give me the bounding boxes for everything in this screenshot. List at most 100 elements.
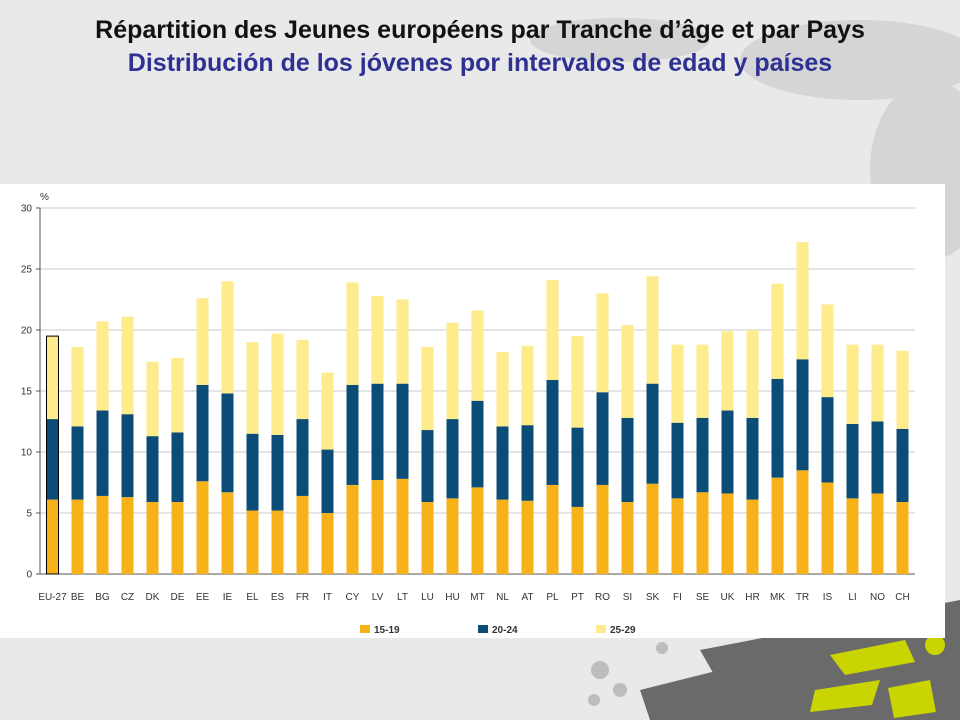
bar-segment-15-19-IE: [221, 492, 234, 574]
bar-segment-25-29-ES: [271, 333, 284, 435]
bar-segment-15-19-LV: [371, 480, 384, 574]
x-tick-label: MK: [770, 592, 785, 603]
bar-segment-20-24-FI: [671, 422, 684, 499]
bar-segment-20-24-MT: [471, 400, 484, 488]
bar-segment-15-19-EU-27: [46, 499, 59, 574]
x-tick-label: IS: [823, 592, 833, 603]
bar-segment-15-19-DK: [146, 502, 159, 574]
bar-segment-20-24-LI: [846, 423, 859, 499]
bar-segment-15-19-RO: [596, 484, 609, 574]
x-tick-label: IE: [223, 592, 233, 603]
bar-segment-15-19-MT: [471, 487, 484, 574]
bar-segment-20-24-NO: [871, 421, 884, 494]
x-tick-label: CY: [346, 592, 360, 603]
y-axis-unit-label: %: [40, 192, 49, 203]
x-tick-label: TR: [796, 592, 809, 603]
x-tick-label: EL: [246, 592, 259, 603]
bar-segment-20-24-MK: [771, 378, 784, 478]
legend-label-20-24: 20-24: [492, 625, 518, 636]
x-tick-label: LU: [421, 592, 434, 603]
bar-segment-25-29-BG: [96, 321, 109, 411]
bar-segment-15-19-NO: [871, 493, 884, 574]
bar-segment-20-24-IT: [321, 449, 334, 513]
y-tick-label: 25: [21, 265, 33, 276]
bar-segment-25-29-IT: [321, 372, 334, 450]
bar-segment-25-29-SI: [621, 325, 634, 418]
legend-label-15-19: 15-19: [374, 625, 400, 636]
bar-segment-25-29-LV: [371, 295, 384, 384]
bar-segment-25-29-LI: [846, 344, 859, 424]
bar-segment-25-29-DK: [146, 361, 159, 437]
bar-segment-15-19-PL: [546, 484, 559, 574]
bar-segment-20-24-ES: [271, 434, 284, 511]
bar-segment-15-19-HU: [446, 498, 459, 574]
x-tick-label: CH: [895, 592, 909, 603]
bar-segment-20-24-FR: [296, 419, 309, 496]
bar-segment-20-24-SE: [696, 417, 709, 493]
bar-segment-25-29-SE: [696, 344, 709, 418]
bar-segment-25-29-SK: [646, 276, 659, 384]
bar-segment-25-29-EE: [196, 298, 209, 385]
x-tick-label: BG: [95, 592, 110, 603]
legend-swatch-20-24: [478, 625, 488, 633]
bar-segment-20-24-TR: [796, 359, 809, 471]
bar-segment-15-19-LI: [846, 498, 859, 574]
bar-segment-15-19-CZ: [121, 497, 134, 574]
bar-segment-25-29-TR: [796, 242, 809, 360]
bar-segment-20-24-SK: [646, 383, 659, 484]
bar-segment-20-24-BE: [71, 426, 84, 500]
bar-segment-25-29-DE: [171, 358, 184, 433]
bar-segment-20-24-IS: [821, 397, 834, 483]
x-tick-label: FI: [673, 592, 682, 603]
title-block: Répartition des Jeunes européens par Tra…: [40, 14, 920, 80]
highlight-outline-EU-27: [46, 335, 59, 575]
bar-segment-20-24-CY: [346, 384, 359, 485]
x-tick-label: SE: [696, 592, 710, 603]
legend-label-25-29: 25-29: [610, 625, 636, 636]
stacked-bar-chart: 0 5 10 15 20 25 30% EU-27 BE BG CZ DK DE EE IE EL ES FR I…: [0, 184, 945, 638]
bar-segment-15-19-IT: [321, 513, 334, 574]
bar-segment-15-19-IS: [821, 482, 834, 574]
bar-segment-20-24-DK: [146, 436, 159, 503]
x-tick-label: LT: [397, 592, 408, 603]
bar-segment-15-19-EE: [196, 481, 209, 574]
bar-segment-20-24-EE: [196, 384, 209, 482]
x-tick-label: LI: [848, 592, 856, 603]
snowflake-pattern: [588, 642, 668, 706]
bar-segment-15-19-HR: [746, 499, 759, 574]
y-tick-label: 15: [21, 387, 33, 398]
bar-segment-20-24-HR: [746, 417, 759, 500]
bar-segment-20-24-PL: [546, 380, 559, 485]
y-tick-label: 20: [21, 326, 33, 337]
x-tick-label: UK: [721, 592, 735, 603]
bar-segment-20-24-HU: [446, 419, 459, 499]
legend-swatch-25-29: [596, 625, 606, 633]
bar-segment-15-19-UK: [721, 493, 734, 574]
bar-segment-15-19-LT: [396, 478, 409, 574]
bar-segment-15-19-SI: [621, 502, 634, 574]
title-french: Répartition des Jeunes européens par Tra…: [95, 16, 865, 44]
bar-segment-15-19-CH: [896, 502, 909, 574]
bar-segment-15-19-BG: [96, 495, 109, 574]
y-tick-label: 0: [26, 570, 32, 581]
bar-segment-15-19-DE: [171, 502, 184, 574]
bar-segment-20-24-LT: [396, 383, 409, 479]
bar-segment-20-24-RO: [596, 392, 609, 485]
bar-segment-15-19-ES: [271, 510, 284, 574]
bar-segment-25-29-LT: [396, 299, 409, 384]
bar-segment-15-19-NL: [496, 499, 509, 574]
bar-segment-25-29-CZ: [121, 316, 134, 415]
bar-segment-15-19-TR: [796, 470, 809, 574]
bar-segment-25-29-IE: [221, 281, 234, 394]
bar-segment-15-19-AT: [521, 500, 534, 574]
bar-segment-25-29-NL: [496, 351, 509, 427]
bar-segment-20-24-BG: [96, 410, 109, 496]
bar-segment-20-24-SI: [621, 417, 634, 503]
bar-segment-15-19-CY: [346, 484, 359, 574]
y-tick-label: 10: [21, 448, 33, 459]
bar-segment-15-19-EL: [246, 510, 259, 574]
bar-segment-25-29-HR: [746, 330, 759, 418]
x-tick-label: PT: [571, 592, 584, 603]
x-tick-label: NO: [870, 592, 885, 603]
bar-segment-25-29-RO: [596, 293, 609, 393]
